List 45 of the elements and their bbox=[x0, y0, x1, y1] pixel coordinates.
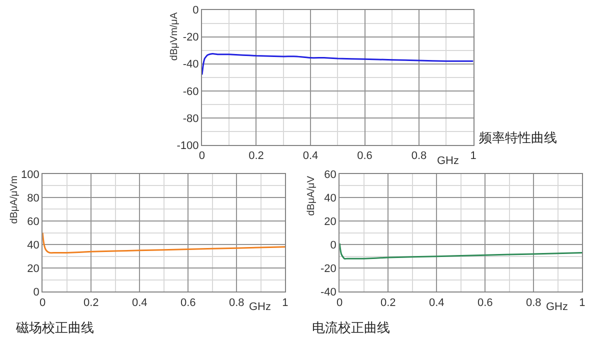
x-axis-title: GHz bbox=[546, 301, 568, 313]
y-tick-label: -80 bbox=[182, 112, 199, 125]
y-tick-label: 60 bbox=[27, 216, 40, 228]
y-tick-label: 80 bbox=[27, 192, 40, 204]
y-tick-label: 100 bbox=[21, 168, 40, 181]
x-axis-title: GHz bbox=[437, 155, 459, 167]
x-tick-label: 0.8 bbox=[526, 296, 542, 309]
y-tick-label: 20 bbox=[27, 262, 40, 275]
x-tick-label: 0.6 bbox=[357, 150, 372, 162]
x-tick-label: 0.4 bbox=[302, 150, 318, 162]
x-tick-label: 0.4 bbox=[428, 296, 444, 309]
line-series bbox=[42, 232, 286, 254]
x-tick-label: 0.6 bbox=[180, 296, 196, 309]
y-tick-label: -60 bbox=[182, 86, 199, 98]
y-tick-label: 0 bbox=[192, 4, 199, 17]
line-series bbox=[340, 242, 582, 260]
y-tick-label: 0 bbox=[330, 239, 336, 252]
x-tick-label: 0.4 bbox=[132, 296, 148, 309]
y-tick-label: -40 bbox=[182, 58, 199, 71]
y-tick-label: -20 bbox=[182, 32, 199, 44]
y-tick-label: 20 bbox=[324, 216, 336, 228]
y-tick-label: -40 bbox=[320, 286, 336, 298]
y-tick-label: 40 bbox=[27, 239, 40, 252]
text: 磁场校正曲线 bbox=[15, 320, 94, 335]
y-tick-label: 40 bbox=[324, 192, 336, 204]
line-series bbox=[202, 52, 474, 76]
x-tick-label: 0.8 bbox=[411, 150, 427, 162]
x-tick-label: 1 bbox=[282, 296, 288, 309]
x-tick-label: 0.2 bbox=[380, 296, 396, 309]
y-axis-title: dBμVm/μA bbox=[168, 12, 180, 61]
x-tick-label: 1 bbox=[579, 296, 586, 309]
y-tick-label: -100 bbox=[176, 140, 199, 152]
text: 电流校正曲线 bbox=[312, 320, 390, 335]
y-axis-title: dBμA/μV bbox=[306, 176, 317, 216]
x-axis-title: GHz bbox=[249, 301, 271, 313]
x-tick-label: 0.6 bbox=[477, 296, 493, 309]
y-axis-title: dBμA/μVm bbox=[8, 176, 20, 224]
x-tick-label: 0.2 bbox=[248, 150, 264, 162]
y-tick-label: 60 bbox=[324, 168, 336, 181]
x-tick-label: 1 bbox=[470, 150, 476, 162]
y-tick-label: 0 bbox=[33, 286, 40, 298]
y-tick-label: -20 bbox=[320, 262, 336, 275]
x-tick-label: 0.8 bbox=[228, 296, 244, 309]
text: 频率特性曲线 bbox=[479, 130, 557, 145]
x-tick-label: 0.2 bbox=[83, 296, 99, 309]
